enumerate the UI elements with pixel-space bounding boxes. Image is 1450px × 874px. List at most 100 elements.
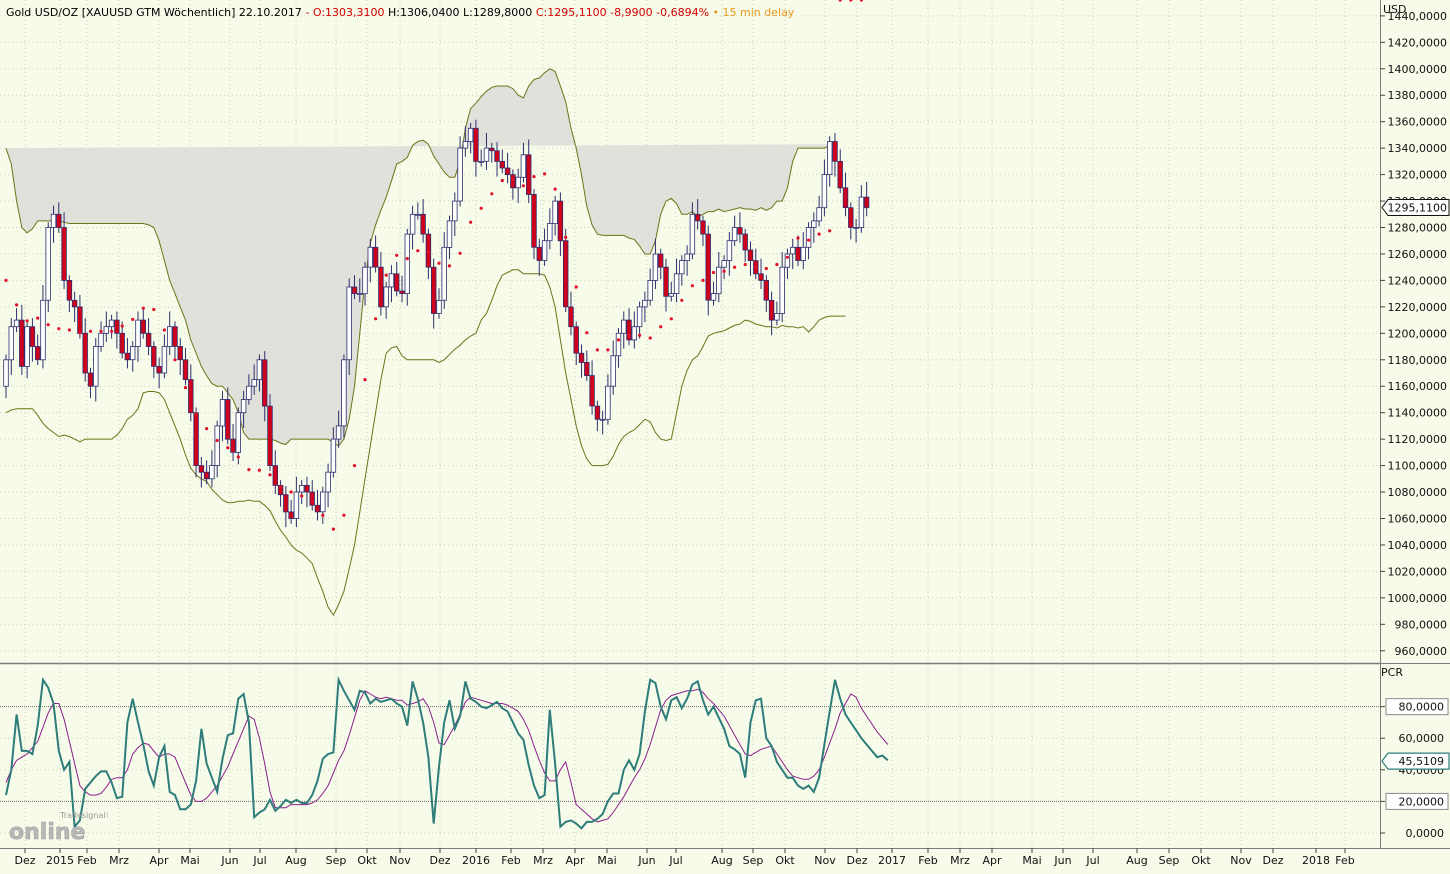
price-tick-label: 1280,0000 [1388, 222, 1448, 235]
moving-average-dot [490, 192, 494, 196]
candle-up [214, 425, 220, 466]
moving-average-dot [616, 338, 621, 342]
price-tick-label: 980,0000 [1395, 618, 1448, 631]
x-tick-label: Feb [1335, 854, 1354, 867]
moving-average-dot [659, 325, 663, 329]
x-tick-label: Feb [918, 854, 937, 867]
candle-up [367, 246, 373, 268]
moving-average-dot [595, 348, 600, 352]
moving-average-dot [606, 348, 610, 352]
x-tick-label: Mrz [950, 854, 970, 867]
candle-down [842, 187, 849, 209]
moving-average-dot [342, 513, 346, 517]
x-tick-label: Dez [14, 854, 35, 867]
moving-average-dot [511, 177, 515, 181]
candle-up [240, 399, 247, 414]
candle-down [473, 127, 479, 162]
candle-down [172, 326, 178, 347]
candle-up [716, 266, 722, 295]
x-tick-label: Okt [1191, 854, 1211, 867]
oscillator-main-line [5, 675, 889, 830]
candle-down [526, 154, 532, 195]
x-tick-label: Apr [982, 854, 1002, 867]
x-tick-label: Dez [1262, 854, 1283, 867]
candle-up [298, 484, 305, 493]
candle-up [45, 227, 51, 301]
candle-up [790, 246, 796, 255]
price-tick-label: 1180,0000 [1388, 354, 1448, 367]
x-tick-label: Sep [1159, 854, 1180, 867]
candle-up [256, 359, 263, 380]
x-tick-label: Jul [1085, 854, 1099, 867]
candle-up [462, 141, 469, 149]
moving-average-dot [754, 265, 758, 269]
moving-average-dot [849, 0, 853, 2]
moving-average-dot [67, 328, 71, 332]
candle-up [341, 359, 347, 427]
x-axis-background [0, 848, 1450, 870]
candle-up [821, 174, 828, 209]
moving-average-dot [711, 270, 716, 275]
price-tick-label: 960,0000 [1395, 645, 1448, 658]
high-value: H:1306,0400 [388, 6, 460, 19]
candle-up [615, 332, 622, 357]
candle-down [372, 246, 379, 268]
price-tick-label: 1160,0000 [1388, 380, 1448, 393]
candle-down [510, 174, 516, 189]
candle-down [795, 246, 801, 261]
candle-down [499, 160, 505, 169]
candle-up [731, 227, 738, 242]
moving-average-dot [553, 187, 557, 191]
moving-average-dot [131, 317, 135, 321]
moving-average-dot [722, 269, 726, 273]
price-tick-label: 1060,0000 [1388, 513, 1448, 526]
candle-down [71, 299, 78, 308]
candle-up [388, 273, 395, 288]
moving-average-dot [469, 220, 473, 224]
moving-average-dot [828, 229, 832, 233]
x-tick-label: Aug [285, 854, 306, 867]
oscillator-title: PCR [1381, 666, 1403, 679]
price-tick-label: 1020,0000 [1388, 565, 1448, 578]
candle-down [863, 196, 870, 209]
candle-up [816, 207, 822, 222]
candle-down [626, 319, 632, 341]
candle-up [673, 273, 680, 294]
price-tick-label: 1320,0000 [1388, 169, 1448, 182]
moving-average-dot [247, 468, 251, 472]
candle-up [784, 253, 791, 268]
moving-average-dot [638, 333, 642, 337]
moving-average-dot [88, 329, 93, 333]
moving-average-dot [458, 251, 462, 255]
candle-up [251, 379, 257, 387]
price-tick-label: 1260,0000 [1388, 248, 1448, 261]
candle-down [695, 213, 701, 222]
oscillator-tick-label: 60,0000 [1399, 732, 1445, 745]
candle-down [314, 504, 321, 513]
candle-up [652, 253, 659, 281]
candle-up [621, 319, 627, 334]
x-tick-label: Jul [252, 854, 266, 867]
price-tick-label: 1340,0000 [1388, 142, 1448, 155]
moving-average-dot [416, 249, 420, 253]
candle-down [87, 372, 94, 387]
moving-average-dot [215, 438, 219, 443]
candle-down [261, 359, 268, 407]
candle-down [225, 399, 231, 440]
candle-down [140, 319, 146, 334]
moving-average-dot [310, 499, 314, 503]
moving-average-dot [690, 284, 695, 288]
moving-average-dot [500, 178, 504, 183]
candle-down [563, 240, 569, 308]
candle-down [536, 246, 542, 261]
candle-up [325, 471, 331, 493]
x-tick-label: Nov [389, 854, 411, 867]
moving-average-dot [352, 464, 357, 468]
candle-up [679, 260, 685, 275]
candle-up [605, 385, 611, 420]
delay-notice: • 15 min delay [712, 6, 795, 19]
candle-up [541, 240, 548, 261]
moving-average-dot [447, 264, 452, 268]
candle-down [35, 346, 41, 361]
